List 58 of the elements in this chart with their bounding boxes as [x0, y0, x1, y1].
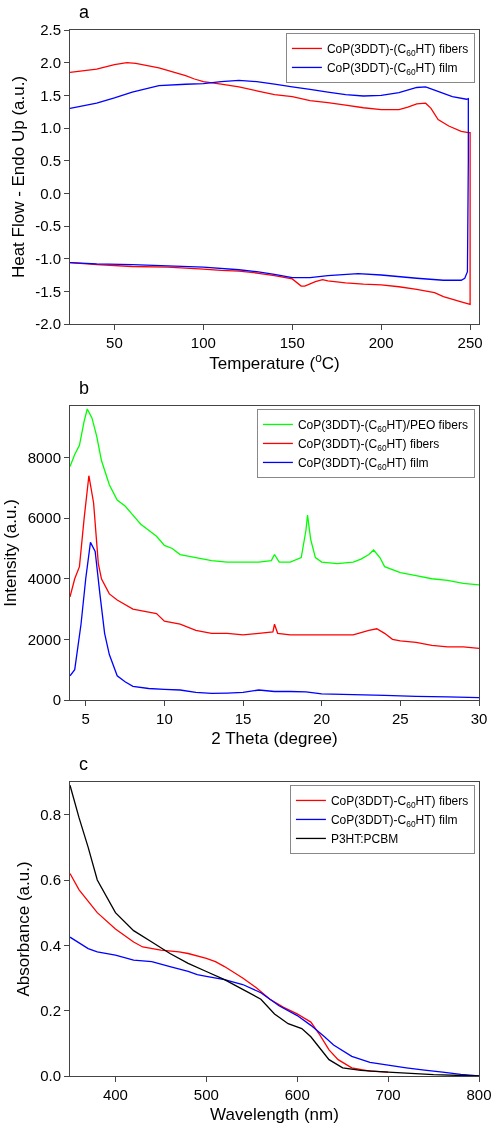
line-series: [70, 475, 479, 650]
x-axis-title: 2 Theta (degree): [211, 729, 338, 749]
y-axis-title: Intensity (a.u.): [1, 499, 21, 607]
x-axis-title: Temperature ($^{o}$C): [209, 351, 340, 374]
y-tick-label: 0.5: [40, 151, 61, 169]
legend-label: CoP(3DDT)-(C$_{60}$HT) fibers: [297, 437, 440, 453]
y-tick-label: 0: [52, 691, 61, 709]
x-tick-label: 30: [470, 710, 488, 727]
y-tick-label: 4000: [27, 570, 61, 588]
y-axis-title: Heat Flow - Endo Up (a.u.): [8, 75, 28, 279]
y-tick-label: 0.2: [40, 1001, 61, 1019]
x-tick-label: 100: [190, 334, 216, 351]
legend-label: P3HT:PCBM: [330, 832, 399, 847]
x-tick-label: 800: [466, 1086, 492, 1103]
legend-label: CoP(3DDT)-(C$_{60}$HT) film: [297, 456, 429, 472]
y-tick-label: 0.8: [40, 805, 61, 823]
line-series: [70, 62, 471, 306]
legend-label: CoP(3DDT)-(C$_{60}$HT)/PEO fibers: [297, 418, 468, 434]
x-tick-label: 20: [313, 710, 331, 727]
legend-label: CoP(3DDT)-C$_{60}$HT) film: [330, 813, 458, 829]
chart-title: b: [78, 378, 89, 399]
line-series: [70, 408, 479, 586]
x-tick-label: 50: [106, 334, 123, 351]
chart-title: c: [78, 754, 88, 775]
line-series: [70, 79, 469, 281]
x-tick-label: 600: [284, 1086, 310, 1103]
y-tick-label: 0.0: [40, 1067, 61, 1085]
x-tick-label: 25: [392, 710, 409, 727]
y-tick-label: 2.5: [40, 21, 61, 39]
y-tick-label: 1.5: [40, 86, 61, 104]
x-tick-label: 5: [81, 710, 90, 727]
y-axis-title: Absorbance (a.u.): [13, 861, 33, 997]
line-series: [70, 541, 479, 699]
x-tick-label: 250: [457, 334, 483, 351]
y-tick-label: -0.5: [35, 217, 61, 235]
y-tick-label: 6000: [27, 509, 61, 527]
y-tick-label: -1.0: [35, 249, 61, 267]
y-tick-label: 0.4: [40, 936, 61, 954]
y-tick-label: 1.0: [40, 119, 61, 137]
x-tick-label: 150: [279, 334, 305, 351]
y-tick-label: 2.0: [40, 53, 61, 71]
y-tick-label: -1.5: [35, 282, 61, 300]
chart-title: a: [78, 2, 90, 23]
x-tick-label: 400: [102, 1086, 128, 1103]
legend-label: CoP(3DDT)-(C$_{60}$HT) film: [326, 61, 458, 77]
y-tick-label: 0.6: [40, 871, 61, 889]
x-tick-label: 200: [368, 334, 394, 351]
x-tick-label: 500: [193, 1086, 219, 1103]
x-tick-label: 700: [375, 1086, 401, 1103]
y-tick-label: 0.0: [40, 184, 61, 202]
y-tick-label: 8000: [27, 448, 61, 466]
x-tick-label: 10: [156, 710, 173, 727]
legend-label: CoP(3DDT)-(C$_{60}$HT) fibers: [326, 42, 469, 58]
x-axis-title: Wavelength (nm): [210, 1105, 339, 1125]
x-tick-label: 15: [234, 710, 252, 727]
y-tick-label: 2000: [27, 630, 61, 648]
legend-label: CoP(3DDT)-C$_{60}$HT) fibers: [330, 794, 469, 810]
y-tick-label: -2.0: [35, 315, 61, 333]
